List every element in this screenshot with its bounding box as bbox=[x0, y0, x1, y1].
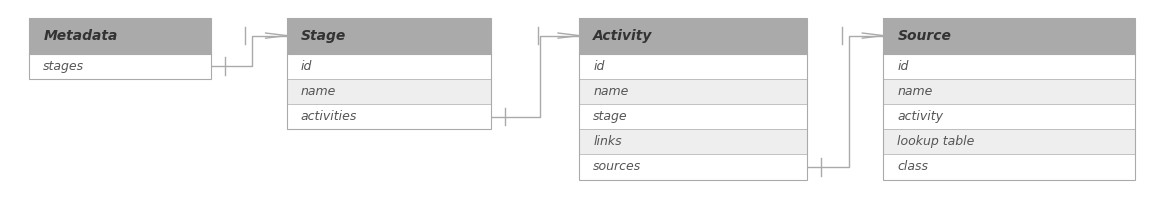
Bar bbox=[883, 104, 1135, 129]
Text: id: id bbox=[301, 60, 312, 73]
Bar bbox=[287, 18, 491, 54]
Bar bbox=[579, 18, 807, 54]
Text: class: class bbox=[897, 161, 928, 173]
Text: links: links bbox=[593, 135, 621, 148]
Bar bbox=[287, 104, 491, 129]
Bar bbox=[579, 79, 807, 104]
Text: Stage: Stage bbox=[301, 29, 346, 42]
Bar bbox=[883, 154, 1135, 180]
Text: id: id bbox=[593, 60, 605, 73]
Text: stage: stage bbox=[593, 110, 628, 123]
Bar bbox=[579, 104, 807, 129]
Bar bbox=[287, 54, 491, 79]
Text: Activity: Activity bbox=[593, 29, 653, 42]
Bar bbox=[579, 154, 807, 180]
Bar bbox=[29, 18, 211, 54]
Text: stages: stages bbox=[43, 60, 84, 73]
Text: id: id bbox=[897, 60, 909, 73]
Bar bbox=[883, 129, 1135, 154]
Bar bbox=[579, 129, 807, 154]
Text: Metadata: Metadata bbox=[43, 29, 118, 42]
Text: name: name bbox=[593, 85, 628, 98]
Text: name: name bbox=[301, 85, 336, 98]
Text: name: name bbox=[897, 85, 932, 98]
Bar bbox=[883, 79, 1135, 104]
Bar bbox=[579, 18, 807, 180]
Bar bbox=[29, 54, 211, 79]
Bar bbox=[883, 18, 1135, 54]
Text: lookup table: lookup table bbox=[897, 135, 975, 148]
Text: activity: activity bbox=[897, 110, 943, 123]
Bar bbox=[883, 54, 1135, 79]
Bar bbox=[579, 54, 807, 79]
Text: activities: activities bbox=[301, 110, 357, 123]
Bar bbox=[29, 18, 211, 79]
Bar bbox=[883, 18, 1135, 180]
Bar bbox=[287, 79, 491, 104]
Text: Source: Source bbox=[897, 29, 951, 42]
Text: sources: sources bbox=[593, 161, 641, 173]
Bar bbox=[287, 18, 491, 129]
